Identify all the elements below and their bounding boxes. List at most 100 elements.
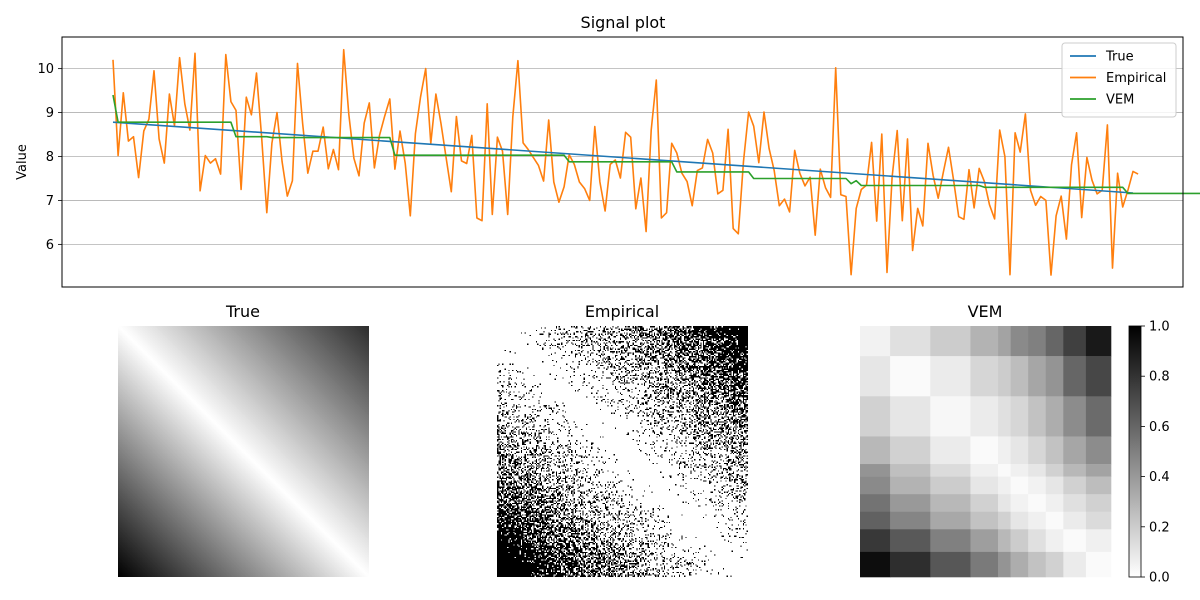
- y-tick-label: 7: [46, 194, 54, 209]
- vem-cell: [970, 356, 999, 397]
- vem-cell: [890, 476, 931, 495]
- vem-cell: [890, 464, 931, 477]
- vem-cell: [1045, 464, 1064, 477]
- vem-cell: [1028, 436, 1047, 465]
- vem-cell: [1045, 529, 1064, 553]
- vem-cell: [890, 356, 931, 397]
- vem-cell: [930, 529, 971, 553]
- vem-cell: [998, 551, 1011, 578]
- vem-cell: [1063, 511, 1087, 530]
- vem-cell: [860, 511, 891, 530]
- vem-cell: [1010, 436, 1029, 465]
- vem-cell: [1010, 464, 1029, 477]
- vem-cell: [1028, 529, 1047, 553]
- colorbar-tick-label: 0.0: [1149, 571, 1170, 586]
- vem-cell: [998, 436, 1011, 465]
- vem-cell: [970, 476, 999, 495]
- vem-cell: [930, 476, 971, 495]
- vem-cell: [1063, 356, 1087, 397]
- vem-cell: [1045, 551, 1064, 578]
- heatmap-empirical: [497, 326, 748, 577]
- vem-cell: [970, 551, 999, 578]
- colorbar-tick-label: 1.0: [1149, 320, 1170, 335]
- y-tick-label: 10: [37, 62, 54, 77]
- vem-cell: [1063, 326, 1087, 357]
- vem-cell: [1010, 551, 1029, 578]
- vem-cell: [1010, 511, 1029, 530]
- vem-cell: [890, 494, 931, 513]
- vem-cell: [890, 436, 931, 465]
- vem-cell: [998, 511, 1011, 530]
- colorbar: 0.0 0.2 0.4 0.6 0.8 1.0: [1128, 320, 1170, 586]
- vem-cell: [1010, 494, 1029, 513]
- vem-cell: [1028, 551, 1047, 578]
- vem-cell: [998, 356, 1011, 397]
- vem-cell: [970, 464, 999, 477]
- vem-cell: [1028, 326, 1047, 357]
- plot-frame: [61, 36, 1184, 288]
- vem-cell: [1045, 396, 1064, 437]
- vem-cell: [930, 511, 971, 530]
- vem-cell: [1045, 476, 1064, 495]
- vem-cell: [930, 436, 971, 465]
- vem-cell: [1028, 511, 1047, 530]
- vem-cell: [860, 326, 891, 357]
- vem-cell: [860, 551, 891, 578]
- legend-label: True: [1105, 50, 1134, 65]
- vem-cell: [1045, 436, 1064, 465]
- heatmap-true-image: [118, 326, 369, 577]
- vem-cell: [1063, 494, 1087, 513]
- vem-cell: [970, 326, 999, 357]
- vem-cell: [1045, 356, 1064, 397]
- series-line-true: [112, 121, 1134, 194]
- heatmap-true: [118, 326, 369, 577]
- vem-cell: [930, 326, 971, 357]
- colorbar-tick-label: 0.2: [1149, 520, 1170, 535]
- vem-cell: [1063, 529, 1087, 553]
- vem-cell: [998, 529, 1011, 553]
- vem-cell: [860, 356, 891, 397]
- y-tick-label: 6: [46, 238, 54, 253]
- heatmap-empirical-title: Empirical: [585, 302, 659, 321]
- vem-cell: [860, 494, 891, 513]
- vem-cell: [1085, 511, 1112, 530]
- vem-cell: [970, 396, 999, 437]
- vem-cell: [930, 494, 971, 513]
- vem-cell: [1085, 494, 1112, 513]
- vem-cell: [930, 356, 971, 397]
- vem-cell: [860, 529, 891, 553]
- vem-cell: [1085, 464, 1112, 477]
- vem-cell: [1028, 464, 1047, 477]
- vem-cell: [1045, 511, 1064, 530]
- heatmap-true-title: True: [225, 302, 260, 321]
- legend: True Empirical VEM: [1061, 42, 1177, 118]
- vem-cell: [970, 511, 999, 530]
- vem-cell: [998, 464, 1011, 477]
- y-tick-label: 8: [46, 150, 54, 165]
- y-tick-label: 9: [46, 106, 54, 121]
- vem-cell: [1028, 476, 1047, 495]
- vem-cell: [1085, 326, 1112, 357]
- series-line-vem: [112, 94, 1200, 195]
- colorbar-bar: [1128, 325, 1142, 578]
- vem-cell: [860, 396, 891, 437]
- heatmap-vem: [860, 326, 1112, 578]
- vem-cell: [998, 326, 1011, 357]
- vem-cell: [1045, 494, 1064, 513]
- vem-cell: [970, 494, 999, 513]
- vem-cell: [1010, 396, 1029, 437]
- vem-cell: [970, 436, 999, 465]
- vem-cell: [1010, 476, 1029, 495]
- heatmap-empirical-image: [497, 326, 748, 577]
- vem-cell: [930, 464, 971, 477]
- vem-cell: [890, 551, 931, 578]
- colorbar-tick-label: 0.6: [1149, 420, 1170, 435]
- vem-cell: [1085, 529, 1112, 553]
- vem-cell: [998, 494, 1011, 513]
- vem-cell: [930, 396, 971, 437]
- vem-cell: [1063, 436, 1087, 465]
- vem-cell: [930, 551, 971, 578]
- vem-cell: [860, 476, 891, 495]
- vem-cell: [1010, 326, 1029, 357]
